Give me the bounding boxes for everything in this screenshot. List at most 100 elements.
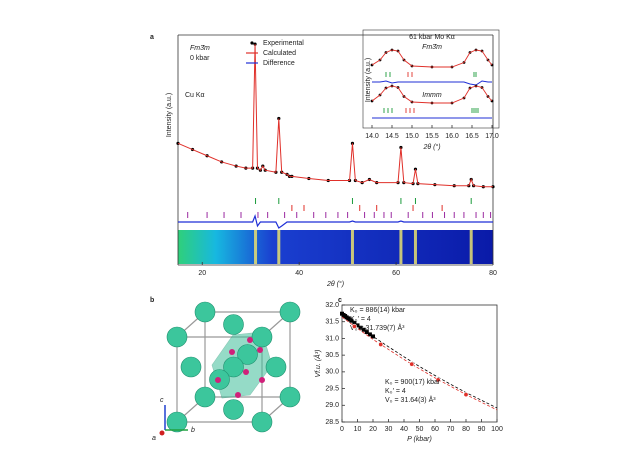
y-tick-label: 28.5 xyxy=(325,419,339,426)
data-point xyxy=(463,392,469,398)
atom-large xyxy=(251,326,273,348)
data-point xyxy=(378,341,384,347)
y-tick-label: 29.0 xyxy=(325,402,339,409)
atom-large xyxy=(223,399,244,420)
atom-small xyxy=(229,349,235,355)
x-tick-label: 15.5 xyxy=(425,133,439,140)
panel-label: a xyxy=(150,34,154,41)
x-tick-label: 30 xyxy=(385,426,393,433)
x-tick-label: 70 xyxy=(447,426,455,433)
panel-phase-label: Fm3̄m xyxy=(422,44,442,51)
y-tick-label: 32.0 xyxy=(325,302,339,309)
data-point xyxy=(358,325,363,330)
atom-large xyxy=(223,314,244,335)
y-tick-label: 30.0 xyxy=(325,369,339,376)
calculated-line xyxy=(371,49,493,68)
x-tick-label: 16.0 xyxy=(445,133,459,140)
atom-large xyxy=(180,356,202,378)
atom-large xyxy=(279,301,301,323)
data-point xyxy=(349,318,354,323)
x-tick-label: 17.0 xyxy=(485,133,499,140)
panel-phase-label: Immm xyxy=(422,92,442,99)
y-axis-label: Intensity (a.u.) xyxy=(166,93,173,137)
fit-annotation: K₀ = 886(14) kbar xyxy=(350,307,406,314)
detector-streak xyxy=(399,230,403,264)
detector-streak xyxy=(350,230,354,264)
data-point xyxy=(371,334,375,339)
fit-annotation: V₀ = 31.64(3) Å³ xyxy=(385,395,436,404)
detector-streak xyxy=(254,230,258,264)
atom-small xyxy=(243,369,249,375)
x-tick-label: 40 xyxy=(295,270,303,277)
atom-small xyxy=(259,377,265,383)
x-tick-label: 100 xyxy=(491,426,503,433)
panel-label: c xyxy=(338,297,342,304)
atom-small xyxy=(235,392,241,398)
legend-marker xyxy=(250,41,254,45)
data-point xyxy=(409,361,415,367)
x-tick-label: 10 xyxy=(354,426,362,433)
inset-y-label: Intensity (a.u.) xyxy=(365,58,372,102)
data-point xyxy=(351,323,357,329)
annotation: 0 kbar xyxy=(190,55,210,62)
y-tick-label: 31.0 xyxy=(325,335,339,342)
x-axis-label: 2θ (°) xyxy=(422,143,440,151)
fit-line xyxy=(341,316,498,411)
data-point xyxy=(367,332,372,337)
fit-annotation: K₀′ = 4 xyxy=(385,388,406,395)
atom-small xyxy=(257,347,263,353)
x-tick-label: 40 xyxy=(400,426,408,433)
detector-streak xyxy=(469,230,473,264)
difference-line xyxy=(178,214,493,229)
legend-label: Difference xyxy=(263,60,295,67)
x-tick-label: 80 xyxy=(489,270,497,277)
atom-large xyxy=(265,356,287,378)
difference-line xyxy=(372,80,492,86)
x-tick-label: 14.0 xyxy=(365,133,379,140)
axis-dot xyxy=(159,430,165,436)
x-tick-label: 20 xyxy=(369,426,377,433)
fit-annotation: K₀′ = 4 xyxy=(350,316,371,323)
legend-label: Experimental xyxy=(263,40,304,47)
x-axis-label: P (kbar) xyxy=(407,436,432,443)
atom-small xyxy=(215,377,221,383)
y-tick-label: 29.5 xyxy=(325,385,339,392)
x-axis-label: 2θ (°) xyxy=(326,280,344,288)
data-point xyxy=(435,377,441,383)
atom-large xyxy=(166,326,188,348)
atom-small xyxy=(247,337,253,343)
atom-large xyxy=(251,411,273,433)
x-tick-label: 15.0 xyxy=(405,133,419,140)
atom-large xyxy=(223,356,244,378)
axis-label: a xyxy=(152,435,156,442)
x-tick-label: 90 xyxy=(478,426,486,433)
y-tick-label: 30.5 xyxy=(325,352,339,359)
x-tick-label: 20 xyxy=(198,270,206,277)
legend-label: Calculated xyxy=(263,50,296,57)
axis-label: c xyxy=(160,397,164,404)
atom-large xyxy=(237,344,258,365)
x-tick-label: 60 xyxy=(392,270,400,277)
data-point xyxy=(364,330,369,335)
fit-annotation: V₀ = 31.739(7) Å³ xyxy=(350,323,405,332)
atom-large xyxy=(166,411,188,433)
atom-large xyxy=(194,386,216,408)
fit-annotation: K₀ = 900(17) kbar xyxy=(385,379,441,386)
calculated-line xyxy=(177,44,493,188)
data-point xyxy=(355,323,360,328)
x-tick-label: 0 xyxy=(340,426,344,433)
annotation: Fm3̄m xyxy=(190,45,210,52)
inset-title: 61 kbar Mo Kα xyxy=(409,34,455,41)
x-tick-label: 50 xyxy=(416,426,424,433)
detector-image xyxy=(178,230,493,264)
detector-streak xyxy=(413,230,417,264)
data-point xyxy=(361,327,366,332)
atom-large xyxy=(194,301,216,323)
detector-streak xyxy=(277,230,281,264)
atom-large xyxy=(279,386,301,408)
data-point xyxy=(352,321,357,326)
calculated-line xyxy=(371,85,493,104)
y-tick-label: 31.5 xyxy=(325,319,339,326)
y-axis-label: Vf.u. (Å³) xyxy=(313,349,322,377)
